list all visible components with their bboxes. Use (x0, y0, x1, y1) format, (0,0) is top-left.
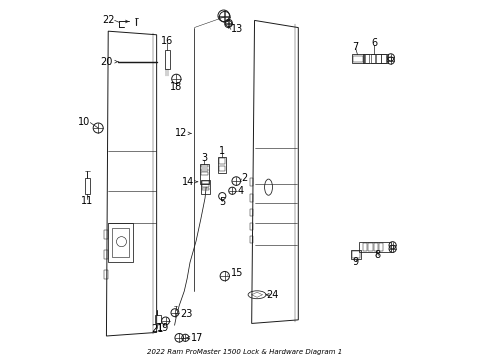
Bar (362, 243, 366, 251)
Bar (202, 184, 209, 187)
Text: 19: 19 (156, 323, 168, 333)
Bar (362, 54, 387, 63)
Bar (351, 250, 360, 259)
Bar (352, 251, 359, 258)
Text: 9: 9 (352, 257, 358, 267)
Bar (201, 172, 207, 175)
Text: 13: 13 (230, 24, 243, 35)
Bar (201, 165, 207, 167)
Bar (218, 166, 224, 171)
Bar (201, 180, 210, 194)
Bar (351, 54, 363, 63)
Bar (201, 168, 207, 171)
Bar (352, 55, 362, 62)
Text: 23: 23 (180, 310, 193, 319)
Text: 24: 24 (266, 290, 279, 300)
Text: 18: 18 (170, 82, 182, 93)
Bar (107, 223, 133, 262)
Text: 22: 22 (102, 15, 115, 26)
Bar (202, 181, 209, 184)
Text: 12: 12 (174, 129, 187, 138)
Bar (217, 157, 225, 173)
Text: 20: 20 (101, 57, 113, 67)
Text: 17: 17 (190, 333, 203, 343)
Bar (370, 54, 375, 63)
Text: 5: 5 (219, 197, 225, 207)
Bar (104, 250, 107, 259)
Bar (85, 178, 90, 194)
Bar (376, 54, 380, 63)
Text: 16: 16 (161, 36, 173, 46)
Bar (104, 230, 107, 239)
Bar (250, 178, 252, 186)
Bar (112, 228, 129, 257)
Bar (250, 194, 252, 202)
Text: 2022 Ram ProMaster 1500 Lock & Hardware Diagram 1: 2022 Ram ProMaster 1500 Lock & Hardware … (146, 349, 342, 355)
Bar (364, 54, 368, 63)
Text: 4: 4 (237, 186, 243, 196)
Text: 2: 2 (241, 173, 247, 183)
Bar (164, 50, 169, 69)
Bar (250, 209, 252, 216)
Bar (373, 243, 377, 251)
Bar (378, 243, 383, 251)
Text: 3: 3 (201, 153, 207, 163)
Text: 14: 14 (182, 177, 194, 187)
Bar (381, 54, 386, 63)
Bar (250, 223, 252, 230)
Bar (250, 235, 252, 243)
Bar (155, 315, 160, 323)
Bar (359, 242, 390, 252)
Bar (199, 164, 208, 184)
Text: 8: 8 (373, 250, 380, 260)
Bar (367, 243, 372, 251)
Bar (202, 188, 209, 190)
Text: 10: 10 (78, 117, 90, 127)
Bar (218, 158, 224, 164)
Text: 15: 15 (230, 268, 243, 278)
Text: 1: 1 (218, 146, 224, 156)
Text: 21: 21 (150, 324, 163, 334)
Text: 6: 6 (370, 38, 377, 48)
Text: 11: 11 (81, 196, 93, 206)
Text: 7: 7 (351, 42, 357, 51)
Bar (104, 270, 107, 279)
